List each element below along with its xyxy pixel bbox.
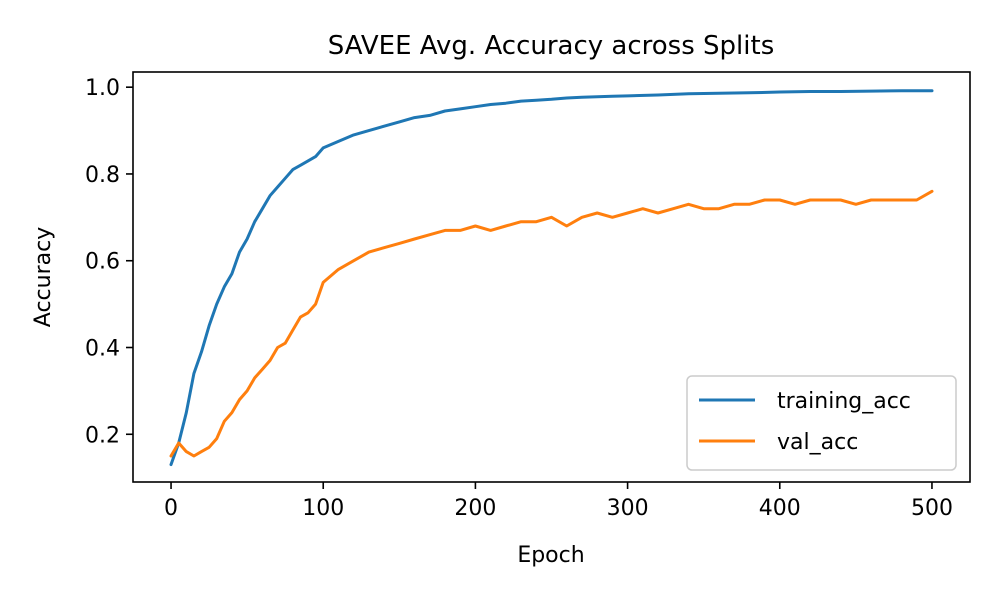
y-tick-label: 0.2: [85, 423, 120, 448]
x-tick-label: 500: [911, 496, 953, 521]
x-tick-label: 0: [164, 496, 178, 521]
y-tick-label: 1.0: [85, 76, 120, 101]
y-tick-label: 0.6: [85, 250, 120, 275]
y-axis: 0.2 0.4 0.6 0.8 1.0: [85, 76, 133, 448]
plot-frame: [132, 71, 971, 483]
x-tick-label: 300: [607, 496, 649, 521]
x-tick-label: 100: [302, 496, 344, 521]
y-axis-title: Accuracy: [31, 227, 56, 327]
series-line-val-acc: [169, 189, 934, 458]
y-tick-label: 0.8: [85, 163, 120, 188]
y-tick-label: 0.4: [85, 337, 120, 362]
legend-label-val-acc: val_acc: [777, 430, 858, 455]
x-tick-label: 400: [759, 496, 801, 521]
series-layer: [169, 89, 934, 467]
x-tick-label: 200: [454, 496, 496, 521]
x-axis-title: Epoch: [517, 543, 584, 568]
series-line-training-acc: [169, 89, 934, 467]
legend: training_acc val_acc: [686, 375, 957, 471]
legend-label-training-acc: training_acc: [777, 389, 911, 414]
x-axis: 0 100 200 300 400 500: [164, 482, 953, 521]
chart-title: SAVEE Avg. Accuracy across Splits: [328, 31, 774, 61]
